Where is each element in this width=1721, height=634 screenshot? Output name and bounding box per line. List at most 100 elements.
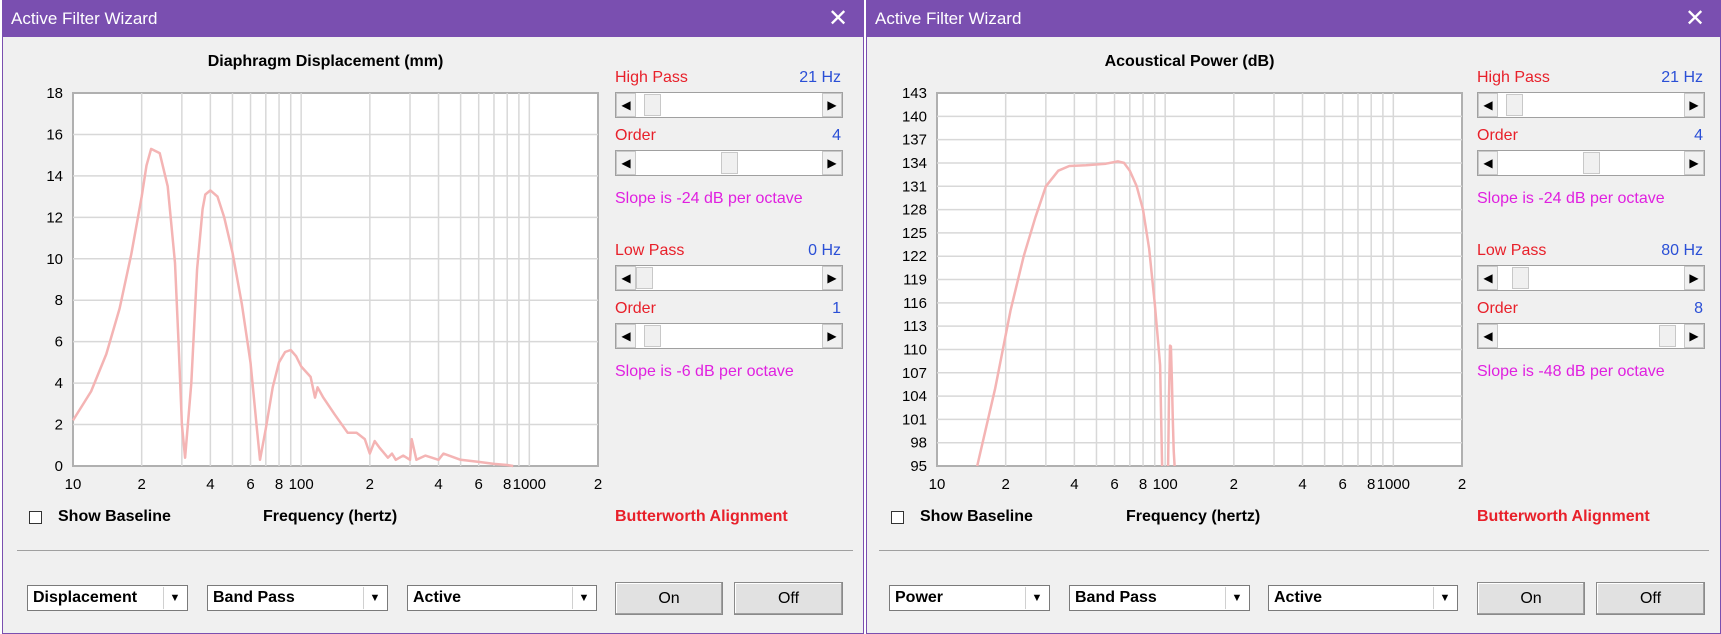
scroll-left-icon[interactable]: ◀ <box>616 93 636 117</box>
scroll-left-icon[interactable]: ◀ <box>616 266 636 290</box>
graph-type-select[interactable]: Power ▼ <box>889 585 1050 611</box>
show-baseline-label[interactable]: Show Baseline <box>58 508 171 525</box>
y-tick-label: 140 <box>902 108 927 125</box>
y-tick-label: 8 <box>55 292 63 309</box>
chevron-down-icon[interactable]: ▼ <box>1225 587 1248 609</box>
y-tick-label: 143 <box>902 85 927 102</box>
on-button[interactable]: On <box>615 582 723 615</box>
scroll-left-icon[interactable]: ◀ <box>1478 324 1498 348</box>
chevron-down-icon[interactable]: ▼ <box>572 587 595 609</box>
series-line <box>975 160 1164 467</box>
y-tick-label: 6 <box>55 334 63 351</box>
scroll-left-icon[interactable]: ◀ <box>616 151 636 175</box>
scroll-left-icon[interactable]: ◀ <box>1478 151 1498 175</box>
window-title: Active Filter Wizard <box>11 9 158 28</box>
filter-type-value: Band Pass <box>1075 589 1157 606</box>
low-pass-value: 0 Hz <box>808 242 841 259</box>
scroll-left-icon[interactable]: ◀ <box>1478 93 1498 117</box>
filter-wizard-window-2: Active Filter Wizard ✕ Acoustical Power … <box>866 0 1721 634</box>
slider-thumb[interactable] <box>644 325 662 347</box>
chart-title: Diaphragm Displacement (mm) <box>208 53 444 70</box>
low-pass-order-slider[interactable]: ◀ ▶ <box>615 323 843 349</box>
order-value: 4 <box>1694 127 1703 144</box>
low-pass-slider[interactable]: ◀ ▶ <box>615 265 843 291</box>
show-baseline-checkbox[interactable] <box>891 511 904 524</box>
order-label: Order <box>1477 127 1518 144</box>
high-pass-order-slider[interactable]: ◀ ▶ <box>615 150 843 176</box>
title-bar: Active Filter Wizard ✕ <box>3 1 863 37</box>
chevron-down-icon[interactable]: ▼ <box>163 587 186 609</box>
close-icon[interactable]: ✕ <box>827 5 849 32</box>
slope-text: Slope is -24 dB per octave <box>615 190 803 207</box>
graph-type-value: Power <box>895 589 944 606</box>
slider-thumb[interactable] <box>1658 325 1676 347</box>
y-tick-label: 137 <box>902 132 927 149</box>
chevron-down-icon[interactable]: ▼ <box>1433 587 1456 609</box>
scroll-right-icon[interactable]: ▶ <box>822 93 842 117</box>
off-button[interactable]: Off <box>1596 582 1705 615</box>
chevron-down-icon[interactable]: ▼ <box>363 587 386 609</box>
scroll-right-icon[interactable]: ▶ <box>822 151 842 175</box>
filter-type-select[interactable]: Band Pass ▼ <box>207 585 388 611</box>
series-line <box>1166 344 1176 467</box>
x-tick-label: 10 <box>929 476 946 493</box>
y-tick-label: 128 <box>902 202 927 219</box>
graph-type-value: Displacement <box>33 589 138 606</box>
slider-thumb[interactable] <box>1582 152 1600 174</box>
x-tick-label: 6 <box>475 476 483 493</box>
scroll-right-icon[interactable]: ▶ <box>1684 324 1704 348</box>
alignment-label: Butterworth Alignment <box>1477 508 1650 525</box>
order-value: 1 <box>832 300 841 317</box>
scroll-left-icon[interactable]: ◀ <box>616 324 636 348</box>
x-tick-label: 4 <box>434 476 442 493</box>
off-button[interactable]: Off <box>734 582 843 615</box>
x-axis-label: Frequency (hertz) <box>1126 508 1261 525</box>
x-tick-label: 4 <box>1298 476 1306 493</box>
filter-wizard-window-1: Active Filter Wizard ✕ Diaphragm Displac… <box>2 0 864 634</box>
window-title: Active Filter Wizard <box>875 9 1022 28</box>
x-tick-label: 8 <box>1139 476 1147 493</box>
y-tick-label: 0 <box>55 458 63 475</box>
show-baseline-label[interactable]: Show Baseline <box>920 508 1033 525</box>
show-baseline-checkbox[interactable] <box>29 511 42 524</box>
high-pass-slider[interactable]: ◀ ▶ <box>1477 92 1705 118</box>
chevron-down-icon[interactable]: ▼ <box>1025 587 1048 609</box>
x-tick-label: 6 <box>1339 476 1347 493</box>
scroll-right-icon[interactable]: ▶ <box>1684 151 1704 175</box>
slope-text: Slope is -48 dB per octave <box>1477 363 1665 380</box>
scroll-left-icon[interactable]: ◀ <box>1478 266 1498 290</box>
x-tick-label: 8 <box>1367 476 1375 493</box>
order-label: Order <box>615 127 656 144</box>
low-pass-label: Low Pass <box>1477 242 1547 259</box>
close-icon[interactable]: ✕ <box>1684 5 1706 32</box>
y-tick-label: 134 <box>902 155 927 172</box>
slider-thumb[interactable] <box>1506 94 1524 116</box>
x-tick-label: 2 <box>366 476 374 493</box>
x-tick-label: 4 <box>206 476 214 493</box>
x-tick-label: 10 <box>65 476 82 493</box>
scroll-right-icon[interactable]: ▶ <box>822 266 842 290</box>
low-pass-slider[interactable]: ◀ ▶ <box>1477 265 1705 291</box>
filter-type-select[interactable]: Band Pass ▼ <box>1069 585 1250 611</box>
high-pass-label: High Pass <box>615 69 688 86</box>
scroll-right-icon[interactable]: ▶ <box>822 324 842 348</box>
slider-thumb[interactable] <box>1511 267 1529 289</box>
scroll-right-icon[interactable]: ▶ <box>1684 266 1704 290</box>
slider-thumb[interactable] <box>636 267 653 289</box>
filter-mode-select[interactable]: Active ▼ <box>1268 585 1458 611</box>
scroll-right-icon[interactable]: ▶ <box>1684 93 1704 117</box>
x-tick-label: 2 <box>594 476 602 493</box>
low-pass-order-slider[interactable]: ◀ ▶ <box>1477 323 1705 349</box>
slider-thumb[interactable] <box>644 94 662 116</box>
x-tick-label: 1000 <box>513 476 546 493</box>
x-tick-label: 8 <box>503 476 511 493</box>
x-axis-label: Frequency (hertz) <box>263 508 398 525</box>
high-pass-order-slider[interactable]: ◀ ▶ <box>1477 150 1705 176</box>
slider-thumb[interactable] <box>720 152 738 174</box>
graph-type-select[interactable]: Displacement ▼ <box>27 585 188 611</box>
on-button[interactable]: On <box>1477 582 1585 615</box>
filter-mode-select[interactable]: Active ▼ <box>407 585 597 611</box>
title-bar: Active Filter Wizard ✕ <box>867 1 1720 37</box>
high-pass-slider[interactable]: ◀ ▶ <box>615 92 843 118</box>
y-tick-label: 14 <box>46 168 63 185</box>
